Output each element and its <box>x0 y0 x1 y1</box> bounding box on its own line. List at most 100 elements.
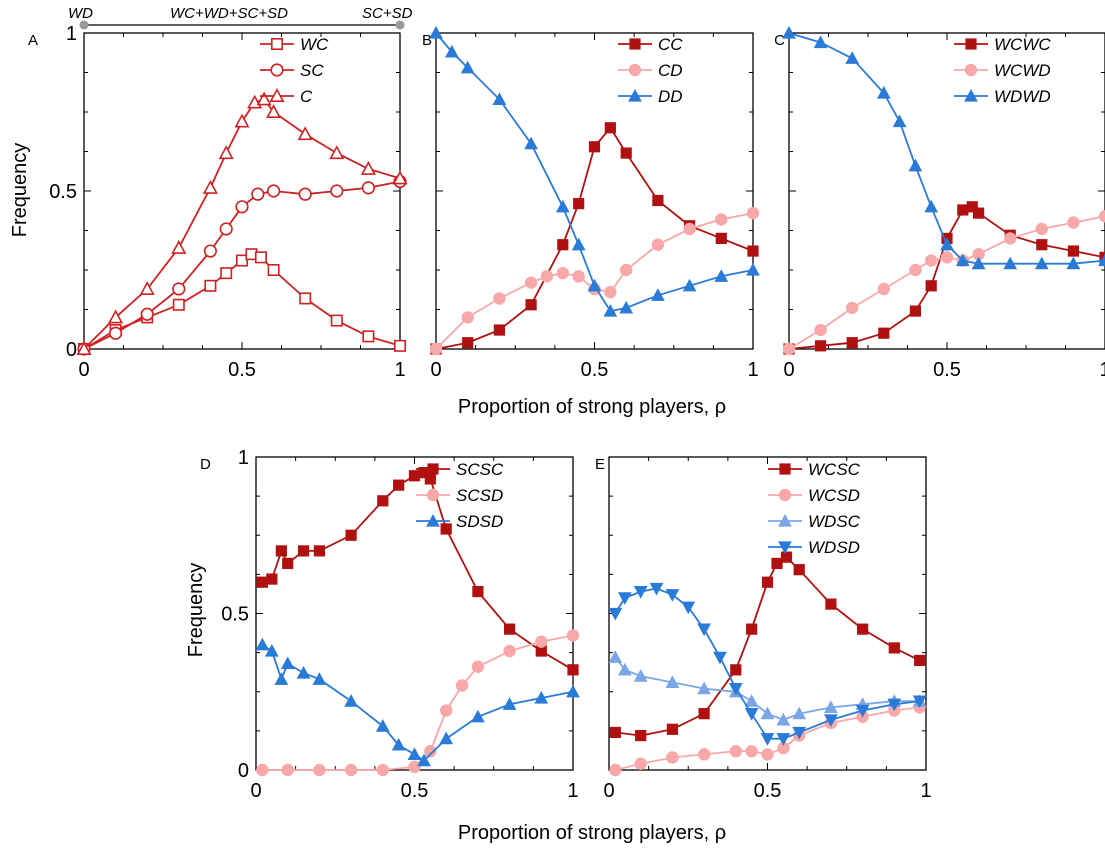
data-point-cc <box>573 198 585 210</box>
data-point-wcwc <box>973 207 985 219</box>
data-point-scsc <box>472 585 484 598</box>
data-point-wcsd <box>697 748 711 761</box>
legend-marker <box>628 88 642 102</box>
data-point-wcsd <box>745 745 758 758</box>
data-point-scsd <box>344 763 358 777</box>
y-tick-label: 0.5 <box>49 181 77 203</box>
data-point-wdwd <box>908 158 923 172</box>
data-point-c <box>329 145 345 160</box>
legend-marker <box>964 63 978 77</box>
data-point-sdsd <box>255 637 270 651</box>
legend-entry-wc: WC <box>260 35 329 54</box>
data-point-cd <box>620 263 633 277</box>
data-point-dd <box>460 60 475 74</box>
data-point-dd <box>682 278 697 292</box>
legend-marker <box>270 63 284 77</box>
series-line-cc <box>435 126 754 350</box>
x-tick-label: 1 <box>1099 359 1105 381</box>
data-point-cc <box>557 239 569 251</box>
legend-entry-sc: SC <box>260 61 324 80</box>
data-point-wc <box>267 263 280 276</box>
series-line-scsd <box>262 634 574 771</box>
x-tick-label: 1 <box>567 780 578 802</box>
data-point-wdsd <box>744 708 759 721</box>
data-point-scsc <box>567 664 579 676</box>
legend-marker <box>269 88 285 102</box>
data-point-scsc <box>424 473 436 485</box>
series-line-wdsc <box>614 656 920 721</box>
series-line-sdsd <box>261 644 574 762</box>
data-point-c <box>256 91 272 106</box>
panel-letter: E <box>595 456 605 473</box>
legend-label: WCWC <box>994 35 1051 54</box>
data-point-wdsd <box>792 726 807 740</box>
x-axis-title-top: Proportion of strong players, ρ <box>458 396 726 418</box>
x-tick-label: 0 <box>603 780 614 802</box>
legend-marker <box>779 463 791 475</box>
data-point-wdsc <box>665 675 680 688</box>
legend-entry-c: C <box>260 87 313 106</box>
data-point-sdsd <box>471 709 485 723</box>
phase-dot-right <box>395 20 405 30</box>
data-point-wdsd <box>912 695 927 709</box>
data-point-cc <box>604 122 616 134</box>
data-point-cd <box>524 276 538 289</box>
data-point-c <box>218 145 234 160</box>
data-point-wcsc <box>780 551 793 563</box>
legend-label: SCSC <box>456 460 504 479</box>
data-point-wdsd <box>728 683 743 696</box>
data-point-wcsd <box>729 745 743 758</box>
legend-entry-sdsd: SDSD <box>416 512 503 531</box>
legend-marker <box>778 541 792 555</box>
data-point-sdsd <box>417 753 431 767</box>
data-point-wcwc <box>1036 239 1048 251</box>
data-point-dd <box>651 288 665 301</box>
data-point-c <box>297 126 313 141</box>
data-point-wcsc <box>825 598 837 610</box>
data-point-wdsd <box>824 714 838 727</box>
data-point-wcsc <box>914 654 926 667</box>
data-point-wdsd <box>697 623 711 637</box>
data-point-wc <box>204 279 217 292</box>
legend-marker <box>778 513 792 527</box>
y-tick-label: 0.5 <box>221 604 249 626</box>
data-point-wdsc <box>608 650 623 663</box>
data-point-c <box>234 113 250 128</box>
data-point-dd <box>746 262 760 276</box>
series-line-wc <box>83 253 401 350</box>
data-point-sdsd <box>280 656 295 670</box>
panel-c: 0 0.5 1 C WCWC WCWD WDWD <box>774 25 1105 381</box>
data-point-scsd <box>313 763 326 777</box>
data-point-wdwd <box>955 253 970 267</box>
panel-a: 0 0.5 1 0 0.5 1 A WC SC C <box>28 23 408 381</box>
phase-strip: WD WC+WD+SC+SD SC+SD <box>68 5 413 30</box>
series-dd <box>429 25 760 317</box>
data-point-dd <box>714 269 729 282</box>
data-point-wdsd <box>665 589 680 602</box>
data-point-sc <box>172 282 186 296</box>
data-point-cd <box>461 311 474 324</box>
panel-letter: A <box>28 32 38 49</box>
legend-label: C <box>300 87 313 106</box>
data-point-wdsd <box>617 592 632 605</box>
panel-b: 0 0.5 1 B CC CD DD <box>422 25 760 381</box>
data-point-wdwd <box>1098 253 1105 267</box>
data-point-wdwd <box>876 86 891 99</box>
legend-marker <box>629 38 641 50</box>
data-point-wc <box>236 254 249 267</box>
x-tick-label: 0.5 <box>581 359 609 381</box>
data-point-dd <box>555 199 570 213</box>
data-point-wcwd <box>909 263 922 277</box>
data-point-c <box>139 281 155 295</box>
x-tick-label: 0 <box>783 359 794 381</box>
data-point-wdsc <box>824 700 838 713</box>
legend-entry-wcsc: WCSC <box>768 460 861 479</box>
data-point-wdsd <box>760 733 775 746</box>
data-point-sc <box>235 200 249 214</box>
data-point-wdwd <box>892 114 907 128</box>
data-point-sdsd <box>375 719 390 732</box>
data-point-cd <box>572 270 585 283</box>
data-point-cd <box>683 222 696 236</box>
x-tick-label: 1 <box>920 780 931 802</box>
legend-label: WCWD <box>994 61 1051 80</box>
